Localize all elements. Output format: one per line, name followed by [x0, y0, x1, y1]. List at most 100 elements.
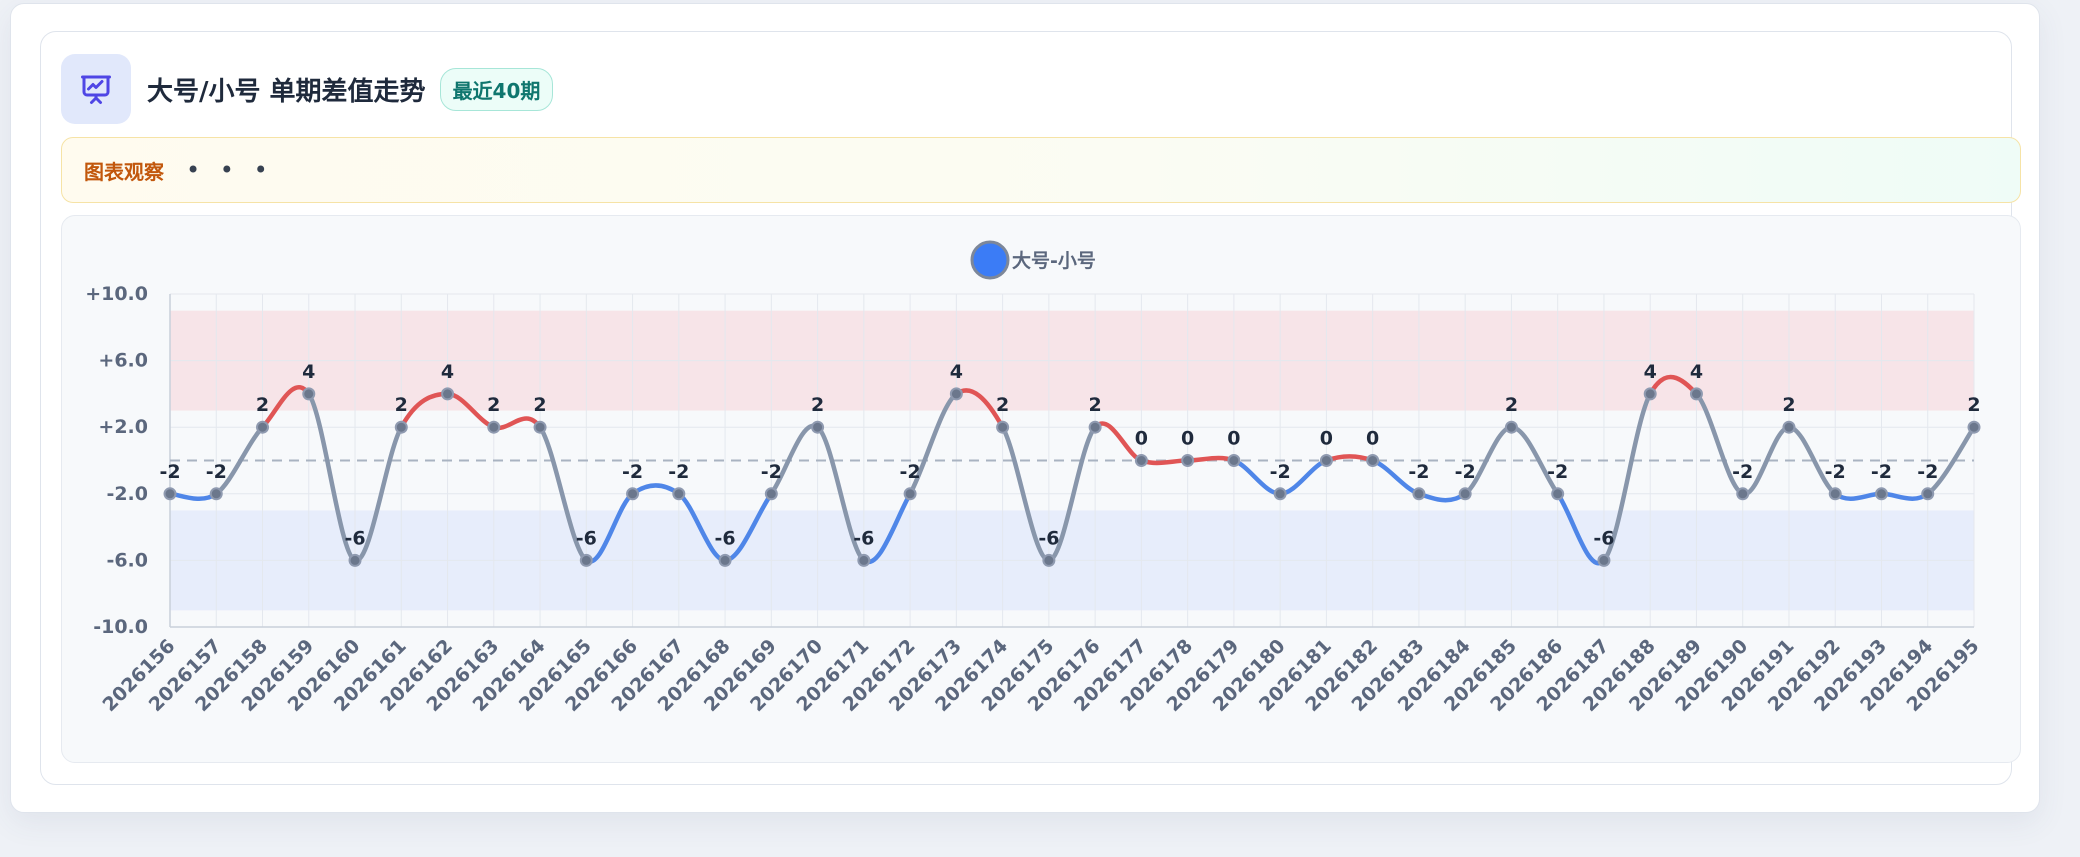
chart-card: 大号/小号 单期差值走势 最近40期 图表观察 • • • +10.0 +6.0 +…: [40, 31, 2021, 785]
series-line-segment: [907, 391, 959, 497]
y-tick-label: +2.0: [98, 416, 148, 438]
data-label: -6: [853, 527, 874, 549]
data-point: [163, 487, 177, 501]
data-point: [626, 487, 640, 501]
data-label: -6: [1038, 527, 1059, 549]
data-label: -2: [668, 461, 689, 483]
data-point: [1643, 387, 1657, 401]
data-point: [579, 553, 593, 567]
data-point: [1273, 487, 1287, 501]
legend-marker: [970, 240, 1010, 280]
data-point: [1736, 487, 1750, 501]
data-label: 2: [487, 394, 500, 416]
data-point: [764, 487, 778, 501]
data-point: [811, 420, 825, 434]
data-label: 2: [1089, 394, 1102, 416]
data-label: 2: [1967, 394, 1980, 416]
data-point: [1597, 553, 1611, 567]
data-label: -2: [159, 461, 180, 483]
chart-panel: +10.0 +6.0 +2.0 -2.0 -6.0 -10.0 2026156 2026157…: [61, 215, 2021, 763]
data-point: [302, 387, 316, 401]
data-point: [1828, 487, 1842, 501]
line-chart: +10.0+6.0+2.0-2.0-6.0-10.020261562026157…: [85, 240, 1984, 716]
data-point: [256, 420, 270, 434]
data-point: [1551, 487, 1565, 501]
series-line-segment: [1879, 491, 1930, 501]
data-label: -2: [1871, 461, 1892, 483]
series-line-segment: [815, 424, 867, 563]
data-point: [1319, 454, 1333, 467]
y-tick-label: -10.0: [93, 616, 148, 638]
series-line-segment: [1046, 424, 1098, 563]
data-label: 2: [1782, 394, 1795, 416]
data-label: 4: [1690, 361, 1703, 383]
data-label: 0: [1135, 428, 1148, 450]
data-point: [394, 420, 408, 434]
data-point: [441, 387, 455, 401]
data-label: -2: [206, 461, 227, 483]
series-line-segment: [1832, 491, 1884, 501]
observation-bar[interactable]: 图表观察 • • •: [61, 137, 2021, 203]
data-point: [1227, 454, 1241, 467]
data-label: 4: [1644, 361, 1657, 383]
data-point: [672, 487, 686, 501]
page-container: 大号/小号 单期差值走势 最近40期 图表观察 • • • +10.0 +6.0 +…: [10, 3, 2040, 813]
data-label: 4: [302, 361, 315, 383]
series-line-segment: [167, 491, 219, 501]
data-label: 2: [256, 394, 269, 416]
page-title: 大号/小号 单期差值走势: [147, 76, 426, 107]
data-label: 0: [1320, 428, 1333, 450]
data-point: [1921, 487, 1935, 501]
series-line-segment: [630, 483, 682, 497]
data-label: 2: [1505, 394, 1518, 416]
data-point: [487, 420, 501, 434]
data-label: -2: [1825, 461, 1846, 483]
data-label: -2: [1455, 461, 1476, 483]
legend-label: 大号-小号: [1012, 249, 1096, 272]
series-line-segment: [1416, 491, 1468, 503]
data-point: [1458, 487, 1472, 501]
data-label: -2: [1732, 461, 1753, 483]
data-point: [903, 487, 917, 501]
observation-label: 图表观察: [84, 159, 164, 184]
data-label: -2: [900, 461, 921, 483]
data-label: 0: [1366, 428, 1379, 450]
data-point: [1782, 420, 1796, 434]
data-label: -6: [344, 527, 365, 549]
data-label: -6: [715, 527, 736, 549]
data-label: 2: [996, 394, 1009, 416]
data-point: [1366, 454, 1380, 467]
data-label: 4: [950, 361, 963, 383]
series-line-segment: [1185, 455, 1237, 463]
data-label: -2: [1547, 461, 1568, 483]
data-label: -2: [1408, 461, 1429, 483]
series-line-segment: [306, 391, 358, 563]
data-label: -2: [622, 461, 643, 483]
more-dots-icon[interactable]: • • •: [186, 156, 274, 184]
data-point: [1042, 553, 1056, 567]
data-label: 4: [441, 361, 454, 383]
series-line-segment: [1139, 458, 1190, 466]
data-label: -6: [1593, 527, 1614, 549]
data-label: 2: [533, 394, 546, 416]
series-line-segment: [537, 424, 589, 563]
data-point: [1874, 487, 1888, 501]
y-tick-label: +6.0: [98, 350, 148, 372]
y-tick-label: -6.0: [106, 549, 148, 571]
y-tick-label: +10.0: [85, 283, 148, 305]
data-point: [348, 553, 362, 567]
data-point: [533, 420, 547, 434]
presentation-chart-icon: [61, 54, 131, 124]
data-label: 0: [1181, 428, 1194, 450]
series-line-segment: [769, 423, 820, 497]
data-label: 0: [1227, 428, 1240, 450]
y-tick-label: -2.0: [106, 483, 148, 505]
data-point: [1967, 420, 1981, 434]
data-point: [1689, 387, 1703, 401]
data-label: 2: [395, 394, 408, 416]
data-label: -2: [1270, 461, 1291, 483]
series-line-segment: [1000, 424, 1052, 563]
data-label: 2: [811, 394, 824, 416]
series-line-segment: [1601, 391, 1653, 563]
data-point: [1181, 454, 1195, 467]
